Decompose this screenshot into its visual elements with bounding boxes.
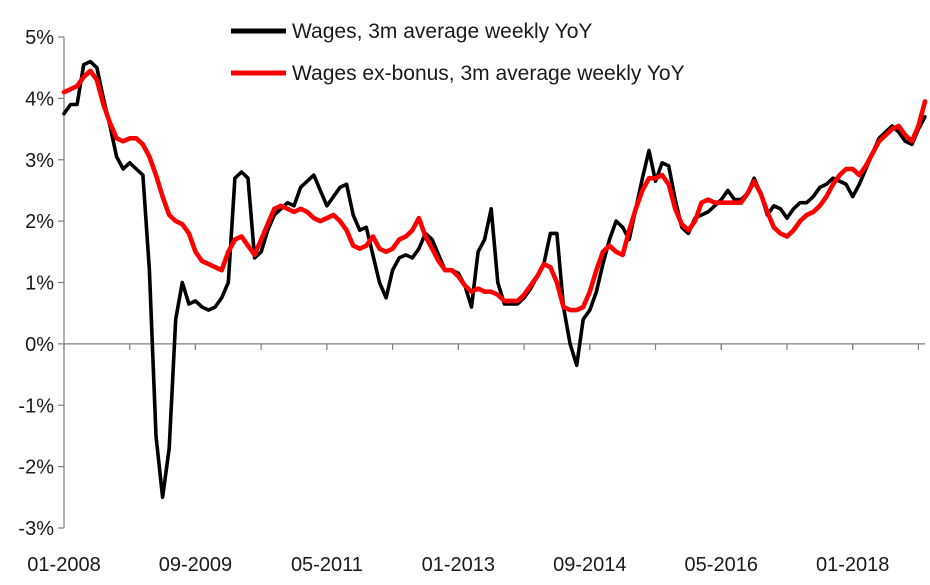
y-tick-label: 4% (25, 88, 54, 110)
y-tick-label: 3% (25, 150, 54, 172)
legend: Wages, 3m average weekly YoY Wages ex-bo… (231, 20, 685, 85)
x-tick-label: 05-2011 (291, 554, 363, 576)
y-tick-label: 1% (25, 273, 54, 295)
x-axis-ticks: 01-2008 09-2009 05-2011 01-2013 09-2014 05-20… (27, 343, 920, 576)
x-tick-label: 01-2018 (816, 554, 889, 576)
y-tick-label: -3% (18, 518, 54, 540)
y-tick-label: 0% (25, 334, 54, 356)
legend-label-wages: Wages, 3m average weekly YoY (292, 20, 592, 43)
x-tick-label: 09-2014 (553, 554, 626, 576)
legend-label-wages-ex-bonus: Wages ex-bonus, 3m average weekly YoY (292, 62, 685, 85)
y-axis-ticks: 5% 4% 3% 2% 1% 0% -1% -2% -3% (18, 27, 64, 540)
x-tick-label: 09-2009 (159, 554, 232, 576)
x-tick-label: 01-2013 (422, 554, 495, 576)
series-layer (61, 59, 928, 500)
series-line-wages-ex-bonus (61, 68, 928, 313)
y-tick-label: -1% (18, 395, 54, 417)
y-tick-label: -2% (18, 457, 54, 479)
series-line-wages (62, 59, 927, 500)
y-tick-label: 5% (25, 27, 54, 49)
y-tick-label: 2% (25, 211, 54, 233)
x-tick-label: 01-2008 (27, 554, 100, 576)
x-tick-label: 05-2016 (685, 554, 758, 576)
